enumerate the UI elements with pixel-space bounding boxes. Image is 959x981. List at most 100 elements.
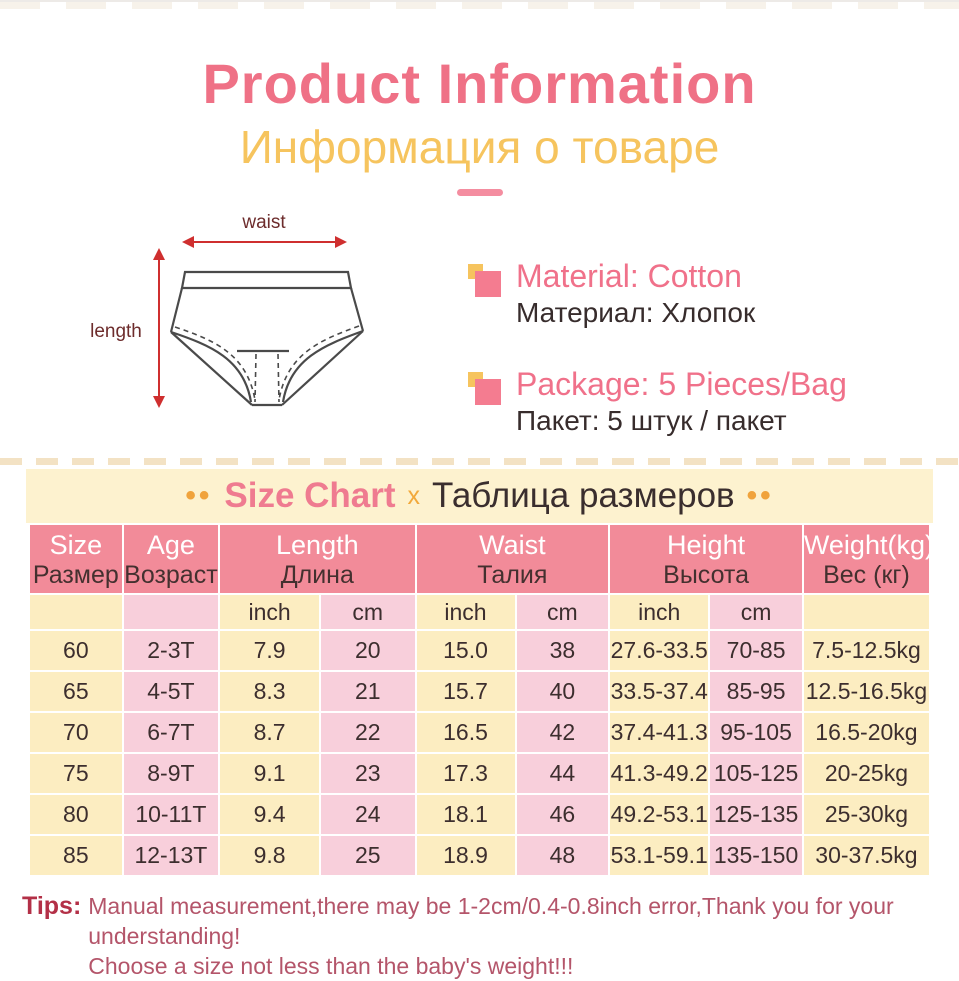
cell-length-inch: 8.7: [218, 711, 322, 754]
cell-age: 12-13T: [121, 834, 221, 877]
cell-length-cm: 23: [319, 752, 417, 795]
cell-height-cm: 70-85: [708, 629, 804, 672]
unit-cell: cm: [514, 593, 611, 631]
material-item: Material: Cotton Материал: Хлопок: [468, 256, 847, 330]
cell-length-inch: 9.1: [218, 752, 322, 795]
cell-size: 65: [28, 670, 124, 713]
cell-waist-inch: 18.1: [414, 793, 517, 836]
cell-height-inch: 41.3-49.2: [608, 752, 711, 795]
cell-weight: 20-25kg: [801, 752, 932, 795]
cell-length-cm: 21: [319, 670, 417, 713]
cell-age: 6-7T: [121, 711, 221, 754]
cell-height-inch: 37.4-41.3: [608, 711, 711, 754]
cell-waist-cm: 38: [514, 629, 611, 672]
cell-length-cm: 22: [319, 711, 417, 754]
square-bullet-icon: [468, 264, 502, 298]
unit-cell: [28, 593, 124, 631]
tips-section: Tips: Manual measurement,there may be 1-…: [22, 891, 937, 981]
pink-square: [475, 379, 501, 405]
product-details: Material: Cotton Материал: Хлопок Packag…: [468, 204, 847, 436]
unit-cell: cm: [708, 593, 804, 631]
table-row-size-70: 70 6-7T 8.7 22 16.5 42 37.4-41.3 95-105 …: [28, 711, 932, 754]
unit-cell: inch: [218, 593, 322, 631]
cell-length-cm: 24: [319, 793, 417, 836]
cell-weight: 25-30kg: [801, 793, 932, 836]
cell-size: 60: [28, 629, 124, 672]
cell-age: 4-5T: [121, 670, 221, 713]
cell-size: 85: [28, 834, 124, 877]
unit-cell: [121, 593, 221, 631]
cell-height-cm: 135-150: [708, 834, 804, 877]
cell-age: 2-3T: [121, 629, 221, 672]
underwear-outline: [169, 270, 365, 407]
cell-height-cm: 85-95: [708, 670, 804, 713]
cell-age: 8-9T: [121, 752, 221, 795]
underwear-measurement-diagram: waist length: [78, 204, 440, 426]
cell-waist-cm: 44: [514, 752, 611, 795]
cell-waist-inch: 15.0: [414, 629, 517, 672]
cell-waist-cm: 40: [514, 670, 611, 713]
col-header-height: Height Высота: [608, 523, 804, 595]
measurement-section: waist length: [0, 204, 959, 436]
cell-waist-inch: 18.9: [414, 834, 517, 877]
table-row-size-60: 60 2-3T 7.9 20 15.0 38 27.6-33.5 70-85 7…: [28, 629, 932, 672]
col-header-weight: Weight(kg) Вес (кг): [801, 523, 934, 595]
size-chart-table: Size Размер Age Возраст Length Длина Wai…: [28, 523, 934, 877]
table-header-row: Size Размер Age Возраст Length Длина Wai…: [28, 523, 934, 595]
tips-line-1: Manual measurement,there may be 1-2cm/0.…: [88, 893, 894, 949]
unit-cell: inch: [608, 593, 711, 631]
size-chart-title-en: Size Chart: [224, 476, 396, 515]
table-row-size-65: 65 4-5T 8.3 21 15.7 40 33.5-37.4 85-95 1…: [28, 670, 932, 713]
square-bullet-icon: [468, 372, 502, 406]
page-title: Product Information: [202, 52, 757, 115]
cell-size: 75: [28, 752, 124, 795]
cell-waist-cm: 42: [514, 711, 611, 754]
unit-cell: inch: [414, 593, 517, 631]
cell-waist-inch: 16.5: [414, 711, 517, 754]
waist-arrow: [182, 236, 347, 248]
cell-waist-inch: 15.7: [414, 670, 517, 713]
title-underline-dash: [456, 189, 503, 196]
cell-length-inch: 7.9: [218, 629, 322, 672]
waist-label: waist: [241, 212, 286, 233]
package-item: Package: 5 Pieces/Bag Пакет: 5 штук / па…: [468, 364, 847, 438]
cell-length-cm: 25: [319, 834, 417, 877]
size-chart-header: •• Size Chart x Таблица размеров ••: [26, 469, 933, 523]
dots-decoration-left: ••: [185, 479, 213, 512]
table-row-size-85: 85 12-13T 9.8 25 18.9 48 53.1-59.1 135-1…: [28, 834, 932, 877]
cell-height-inch: 53.1-59.1: [608, 834, 711, 877]
tips-text: Manual measurement,there may be 1-2cm/0.…: [88, 891, 937, 981]
size-chart-separator: x: [407, 481, 421, 510]
material-label-en: Material: Cotton: [516, 258, 742, 294]
col-header-size: Size Размер: [28, 523, 124, 595]
pink-square: [475, 271, 501, 297]
cell-waist-cm: 48: [514, 834, 611, 877]
cell-waist-inch: 17.3: [414, 752, 517, 795]
package-label-en: Package: 5 Pieces/Bag: [516, 366, 847, 402]
cell-height-cm: 125-135: [708, 793, 804, 836]
cell-length-inch: 8.3: [218, 670, 322, 713]
unit-cell: [801, 593, 932, 631]
length-arrow: [153, 248, 165, 408]
cell-length-inch: 9.8: [218, 834, 322, 877]
unit-cell: cm: [319, 593, 417, 631]
top-decorative-border: [0, 0, 959, 9]
table-row-size-80: 80 10-11T 9.4 24 18.1 46 49.2-53.1 125-1…: [28, 793, 932, 836]
dots-decoration-right: ••: [746, 479, 774, 512]
cell-size: 80: [28, 793, 124, 836]
cell-height-inch: 49.2-53.1: [608, 793, 711, 836]
underwear-diagram-svg: waist length: [90, 212, 365, 408]
underwear-stitch-lines: [174, 325, 360, 403]
col-header-length: Length Длина: [218, 523, 417, 595]
col-header-waist: Waist Талия: [414, 523, 611, 595]
page-header: Product Information Информация о товаре: [0, 53, 959, 196]
length-label: length: [90, 321, 142, 342]
table-row-size-75: 75 8-9T 9.1 23 17.3 44 41.3-49.2 105-125…: [28, 752, 932, 795]
tips-line-2: Choose a size not less than the baby's w…: [88, 953, 574, 979]
units-row: inch cm inch cm inch cm: [28, 593, 932, 631]
col-header-age: Age Возраст: [121, 523, 221, 595]
cell-height-inch: 27.6-33.5: [608, 629, 711, 672]
cell-weight: 12.5-16.5kg: [801, 670, 932, 713]
cell-size: 70: [28, 711, 124, 754]
